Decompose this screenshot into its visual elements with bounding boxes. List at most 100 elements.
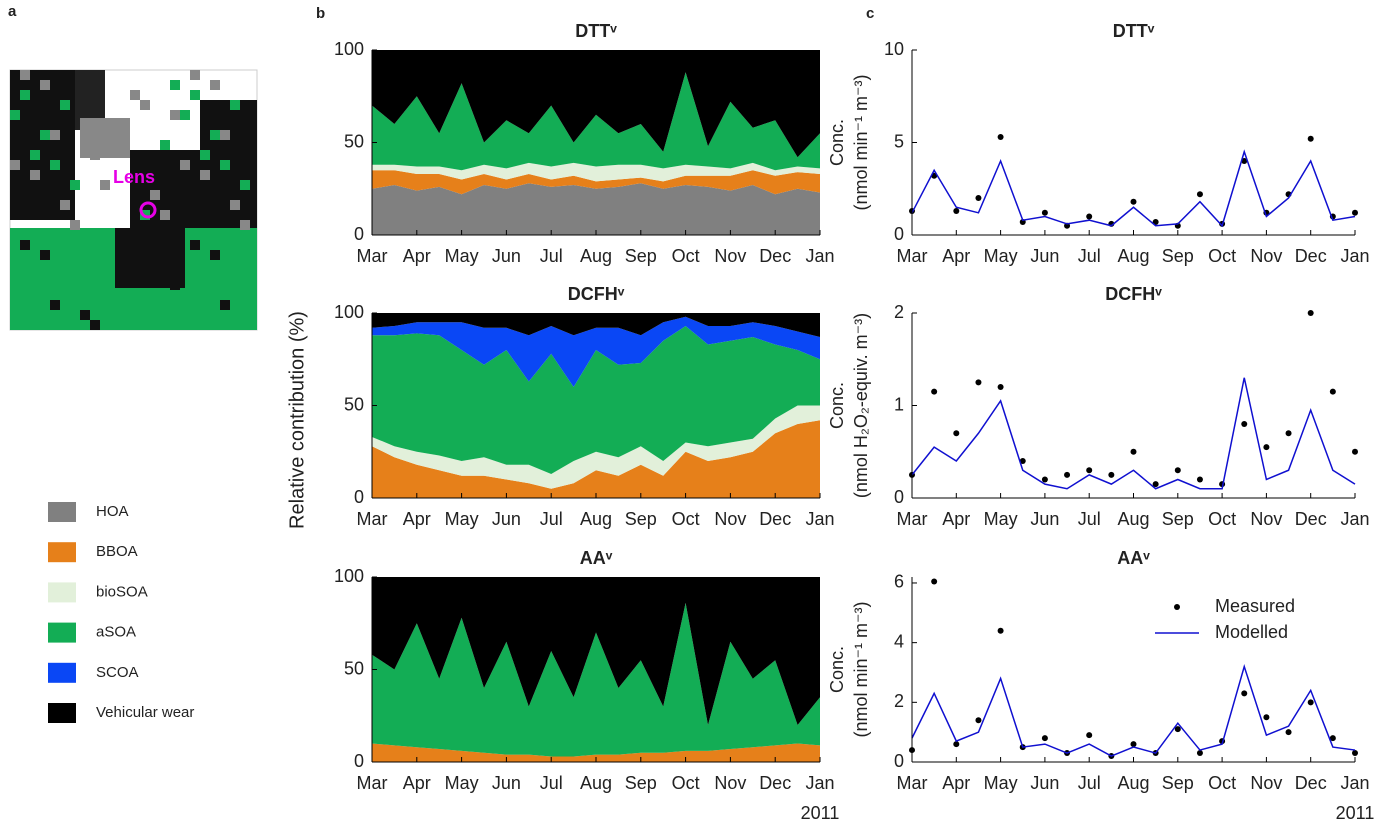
map-cell (80, 310, 90, 320)
x-tick-label: Dec (1295, 509, 1327, 529)
y-axis-label: Conc. (827, 119, 847, 166)
area (372, 162, 820, 182)
area (372, 50, 820, 158)
x-tick-label: Sep (625, 773, 657, 793)
map-cell (50, 160, 60, 170)
x-tick-label: Mar (897, 246, 928, 266)
x-tick-label: Apr (942, 246, 970, 266)
x-tick-label: Jun (492, 773, 521, 793)
map-cell (20, 70, 30, 80)
x-tick-label: Dec (759, 246, 791, 266)
x-tick-label: Jul (540, 773, 563, 793)
map-cell (240, 180, 250, 190)
legend-swatch (48, 542, 76, 563)
y-tick-label: 50 (344, 131, 364, 151)
point (997, 384, 1004, 390)
x-tick-label: Mar (357, 773, 388, 793)
x-tick-label: Aug (580, 773, 612, 793)
point (1352, 448, 1358, 455)
x-tick-label: Apr (403, 509, 431, 529)
map-texture (10, 70, 250, 330)
point (1285, 729, 1292, 736)
x-tick-label: Dec (759, 773, 791, 793)
x-tick-label: Dec (1295, 773, 1327, 793)
map-cell (220, 300, 230, 310)
y-tick-label: 1 (894, 394, 904, 414)
y-tick-label: 10 (884, 39, 904, 59)
x-tick-label: Jan (1340, 246, 1369, 266)
point (975, 195, 982, 201)
map-cell (210, 130, 220, 140)
point (997, 133, 1004, 140)
x-tick-label: Jun (1030, 246, 1059, 266)
area (372, 420, 820, 498)
x-tick-label: Jan (805, 246, 834, 266)
y-tick-label: 50 (344, 394, 364, 414)
y-tick-label: 2 (894, 691, 904, 711)
point (1152, 481, 1159, 488)
point (1174, 467, 1181, 474)
map-cell (140, 270, 150, 280)
y-axis-label: (nmol H₂O₂-equiv. m⁻³) (851, 313, 871, 498)
map-cell (100, 180, 110, 190)
map-cell (130, 90, 140, 100)
legend-label: SCOA (96, 664, 139, 681)
y-tick-label: 5 (894, 131, 904, 151)
map-cell (180, 110, 190, 120)
point (953, 430, 960, 437)
map-land (80, 118, 130, 158)
map-cell (200, 150, 210, 160)
map-cell (190, 70, 200, 80)
chart-title: DTTᵛ (1113, 21, 1155, 41)
x-tick-label: Aug (580, 246, 612, 266)
map-cell (190, 90, 200, 100)
y-tick-label: 100 (334, 566, 364, 586)
x-tick-label: Jan (1340, 509, 1369, 529)
point (1041, 476, 1048, 483)
map-land (10, 70, 75, 220)
legend-label: aSOA (96, 624, 136, 641)
x-tick-label: Mar (357, 509, 388, 529)
legend-swatch (48, 502, 76, 522)
map-cell (60, 200, 70, 210)
panel-label: b (316, 5, 325, 22)
x-tick-label: Apr (942, 509, 970, 529)
x-tick-label: Aug (1117, 246, 1149, 266)
point (997, 627, 1004, 634)
map-cell (170, 110, 180, 120)
x-tick-label: May (984, 509, 1018, 529)
area (372, 170, 820, 195)
map-cell (140, 100, 150, 110)
map-cell (10, 160, 20, 170)
map-cell (50, 130, 60, 140)
x-tick-label: Nov (1250, 246, 1282, 266)
legend-label: Modelled (1215, 622, 1288, 642)
point (1263, 714, 1270, 721)
y-tick-label: 0 (894, 751, 904, 771)
x-tick-label: May (445, 246, 479, 266)
x-tick-label: Sep (625, 246, 657, 266)
map-cell (160, 140, 170, 150)
map-cell (70, 220, 80, 230)
x-tick-label: Jul (1078, 773, 1101, 793)
x-tick-label: Sep (625, 509, 657, 529)
x-tick-label: Oct (1208, 509, 1236, 529)
map-cell (210, 250, 220, 260)
x-axis-note: 2011 (801, 803, 840, 823)
map-cell (170, 80, 180, 90)
area (372, 183, 820, 235)
point (1041, 209, 1048, 216)
map-cell (80, 140, 90, 150)
x-tick-label: Jun (492, 246, 521, 266)
point (1130, 448, 1137, 455)
map-cell (120, 230, 130, 240)
map-cell (210, 80, 220, 90)
x-tick-label: Sep (1162, 509, 1194, 529)
point (1196, 191, 1203, 198)
point (1241, 158, 1248, 164)
map-cell (90, 320, 100, 330)
area (372, 602, 820, 757)
x-tick-label: Dec (1295, 246, 1327, 266)
